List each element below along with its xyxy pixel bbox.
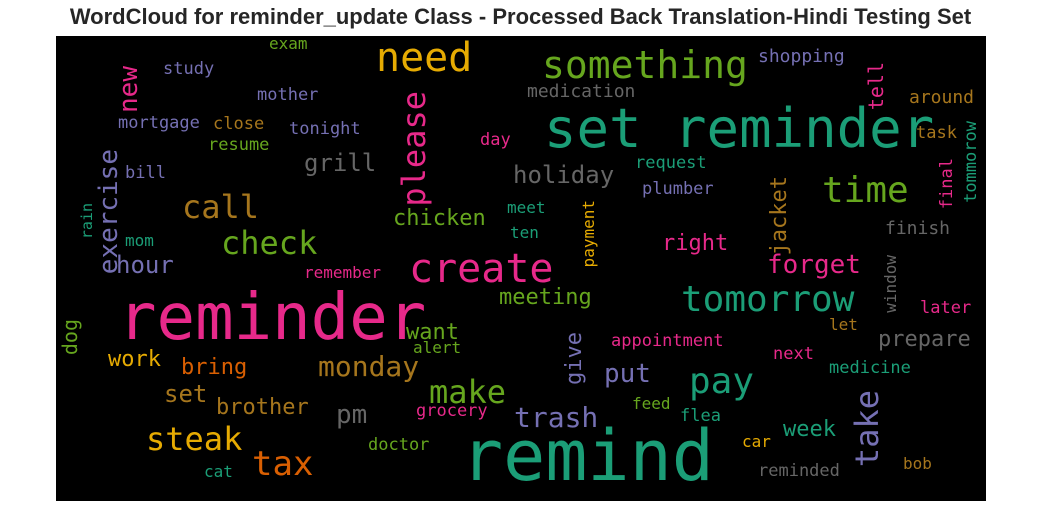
- word-pay: pay: [689, 361, 755, 402]
- word-cat: cat: [204, 462, 233, 481]
- word-appointment: appointment: [611, 331, 724, 351]
- word-new: new: [114, 66, 144, 113]
- word-tax: tax: [252, 444, 314, 484]
- word-tonight: tonight: [289, 119, 361, 139]
- word-let: let: [829, 315, 858, 334]
- word-resume: resume: [208, 135, 270, 155]
- word-alert: alert: [413, 338, 462, 357]
- word-exam: exam: [269, 36, 308, 53]
- word-grill: grill: [304, 149, 377, 177]
- word-set-reminder: set reminder: [544, 97, 935, 160]
- word-prepare: prepare: [878, 327, 971, 352]
- word-task: task: [916, 123, 957, 143]
- word-create: create: [409, 246, 554, 292]
- word-time: time: [822, 170, 909, 211]
- word-set: set: [164, 380, 208, 408]
- word-ten: ten: [510, 223, 539, 242]
- word-brother: brother: [216, 395, 309, 420]
- word-doctor: doctor: [368, 435, 430, 455]
- word-mother: mother: [257, 85, 319, 105]
- word-take: take: [848, 390, 886, 468]
- word-finish: finish: [885, 218, 951, 239]
- word-tommorow: tommorow: [961, 121, 981, 203]
- word-give: give: [562, 332, 587, 385]
- word-dog: dog: [58, 319, 82, 356]
- word-grocery: grocery: [416, 401, 488, 421]
- word-meeting: meeting: [499, 285, 592, 310]
- word-jacket: jacket: [767, 176, 792, 256]
- word-close: close: [213, 114, 265, 134]
- word-steak: steak: [146, 420, 243, 458]
- word-later: later: [920, 298, 972, 318]
- word-pm: pm: [336, 400, 368, 430]
- wordcloud-canvas: reminder remind set reminder create tomorrow…: [56, 36, 986, 501]
- word-bill: bill: [125, 163, 166, 183]
- word-payment: payment: [579, 200, 598, 268]
- word-day: day: [480, 130, 511, 150]
- word-meet: meet: [507, 198, 546, 217]
- word-work: work: [108, 347, 161, 372]
- word-hour: hour: [116, 251, 174, 279]
- word-mom: mom: [125, 231, 154, 250]
- word-tomorrow: tomorrow: [681, 279, 855, 320]
- word-flea: flea: [680, 406, 721, 426]
- word-forget: forget: [767, 250, 861, 280]
- word-remember: remember: [304, 263, 382, 282]
- word-rain: rain: [78, 203, 96, 240]
- word-something: something: [542, 43, 748, 87]
- word-bring: bring: [181, 355, 248, 380]
- word-request: request: [635, 153, 707, 173]
- word-next: next: [773, 344, 814, 364]
- word-feed: feed: [632, 394, 671, 413]
- word-shopping: shopping: [758, 46, 845, 67]
- word-mortgage: mortgage: [118, 113, 200, 133]
- word-holiday: holiday: [513, 161, 615, 189]
- word-final: final: [937, 158, 957, 210]
- word-study: study: [163, 59, 215, 79]
- word-please: please: [395, 91, 433, 207]
- word-chicken: chicken: [393, 206, 486, 231]
- chart-title: WordCloud for reminder_update Class - Pr…: [69, 4, 972, 29]
- word-trash: trash: [514, 401, 599, 434]
- word-medication: medication: [527, 81, 636, 102]
- word-remind: remind: [461, 415, 714, 497]
- word-car: car: [742, 432, 771, 451]
- word-medicine: medicine: [829, 358, 911, 378]
- word-week: week: [783, 417, 836, 442]
- word-need: need: [376, 36, 473, 81]
- word-want: want: [406, 320, 459, 345]
- word-right: right: [662, 231, 729, 256]
- word-reminded: reminded: [758, 461, 840, 481]
- word-tell: tell: [864, 62, 888, 111]
- word-put: put: [604, 359, 651, 389]
- word-reminder: reminder: [118, 281, 427, 355]
- word-around: around: [909, 87, 975, 108]
- word-monday: monday: [318, 350, 420, 383]
- word-make: make: [429, 373, 507, 411]
- word-plumber: plumber: [642, 179, 714, 199]
- word-bob: bob: [903, 454, 932, 473]
- word-window: window: [881, 255, 900, 313]
- word-call: call: [182, 188, 260, 226]
- word-check: check: [221, 224, 318, 262]
